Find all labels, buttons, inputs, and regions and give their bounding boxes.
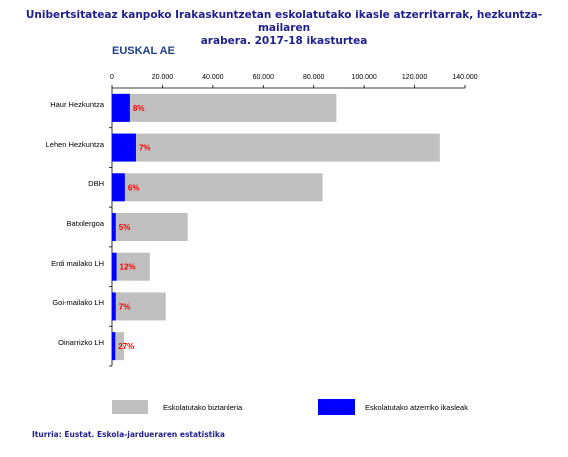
bar-foreign	[112, 252, 117, 281]
category-label: Haur Hezkuntza	[50, 99, 104, 109]
category-label: Erdi mailako LH	[51, 258, 104, 268]
category-label: Lehen Hezkuntza	[45, 139, 104, 149]
category-label: DBH	[88, 179, 104, 189]
bar-foreign	[112, 93, 130, 122]
x-tick-label: 40.000	[202, 74, 224, 81]
data-label: 12%	[120, 263, 136, 272]
x-tick-label: 60.000	[252, 74, 274, 81]
bar-total	[112, 213, 188, 241]
bar-foreign	[112, 213, 116, 241]
data-label: 7%	[119, 302, 131, 311]
x-tick-label: 120.000	[401, 74, 428, 81]
bar-total	[112, 292, 166, 321]
bar-foreign	[112, 133, 136, 162]
category-label: Goi-mailako LH	[52, 298, 104, 308]
chart-title-line1: Unibertsitateaz kanpoko Irakaskuntzetan …	[25, 9, 543, 34]
data-label: 27%	[118, 342, 134, 351]
bar-total	[112, 173, 323, 202]
legend-swatch-total	[112, 400, 148, 414]
x-tick-label: 20.000	[151, 74, 174, 81]
x-tick-label: 0	[110, 74, 114, 81]
bar-foreign	[112, 332, 116, 361]
chart-subtitle: EUSKAL AE	[112, 45, 175, 57]
chart-title-line2: arabera. 2017-18 ikasturtea	[200, 35, 368, 47]
bar-foreign	[112, 173, 125, 202]
bar-total	[112, 252, 150, 281]
legend-label-foreign: Eskolatutako atzerriko ikasleak	[365, 403, 468, 412]
category-label: Batxilergoa	[66, 219, 104, 228]
data-label: 5%	[119, 223, 131, 232]
bar-total	[112, 133, 440, 162]
x-tick-label: 100.000	[351, 74, 377, 81]
data-label: 6%	[128, 183, 140, 192]
chart-title: Unibertsitateaz kanpoko Irakaskuntzetan …	[0, 9, 568, 48]
legend-label-total: Eskolatutako biztanleria	[163, 403, 243, 412]
x-tick-label: 140.000	[452, 74, 478, 81]
data-label: 8%	[133, 104, 145, 113]
bar-total	[112, 93, 337, 122]
data-label: 7%	[139, 144, 151, 153]
legend-swatch-foreign	[318, 399, 355, 415]
x-tick-label: 80.000	[302, 74, 325, 81]
source-note: Iturria: Eustat. Eskola-jardueraren esta…	[32, 430, 225, 439]
category-label: Oinarrizko LH	[58, 338, 104, 348]
bar-foreign	[112, 292, 116, 321]
